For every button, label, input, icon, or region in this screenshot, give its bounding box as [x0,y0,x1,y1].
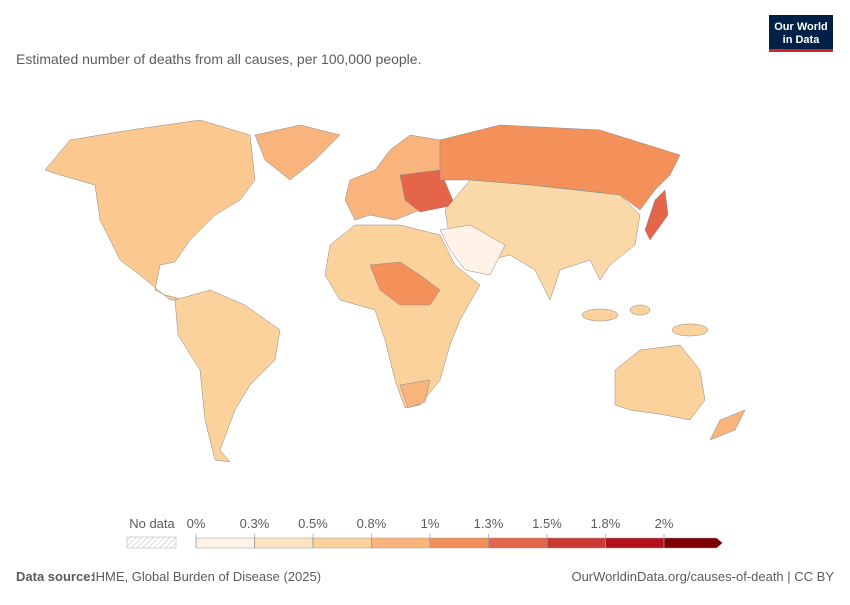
legend-label: 0.5% [298,516,328,531]
islands[interactable] [671,323,709,337]
north-america[interactable] [44,119,256,301]
central-africa[interactable] [369,261,441,306]
logo-box[interactable] [769,15,833,49]
legend-label: 0.8% [357,516,387,531]
legend-swatch[interactable] [429,537,489,549]
legend-label: 1% [421,516,440,531]
logo-line: in Data [783,34,821,46]
south-africa[interactable] [399,379,431,409]
subtitle: Estimated number of deaths from all caus… [16,51,421,67]
legend-label: 1.3% [474,516,504,531]
south-america[interactable] [174,289,281,463]
islands[interactable] [581,308,619,322]
no-data-swatch[interactable] [126,536,177,549]
eastern-europe[interactable] [399,169,456,213]
legend-swatch[interactable] [663,537,723,549]
islands[interactable] [629,304,651,316]
legend-swatch[interactable] [254,537,314,549]
new-zealand[interactable] [709,409,746,441]
source: IHME, Global Burden of Disease (2025) [92,569,321,584]
legend-swatch[interactable] [605,537,665,549]
legend-label: 0% [187,516,206,531]
legend-label: 1.8% [591,516,621,531]
legend-swatch[interactable] [312,537,372,549]
legend: 0% 0.3% 0.5% 0.8% 1% 1.3% 1.5% 1.8% 2% [187,516,723,549]
middle-east[interactable] [439,224,506,276]
legend-label: 0.3% [240,516,270,531]
legend-label: 2% [655,516,674,531]
no-data-label: No data [129,516,175,531]
japan[interactable] [644,189,669,241]
legend-swatch[interactable] [371,537,431,549]
legend-label: 1.5% [532,516,562,531]
world-map [44,119,746,463]
africa[interactable] [324,224,481,409]
source-label: Data source: [16,569,95,584]
logo-line: Our World [774,21,828,33]
logo-stripe [769,49,833,52]
australia[interactable] [614,344,706,421]
url[interactable]: OurWorldinData.org/causes-of-death | CC … [571,569,834,584]
legend-swatch[interactable] [488,537,548,549]
legend-swatch[interactable] [195,537,255,549]
legend-swatch[interactable] [546,537,606,549]
greenland[interactable] [254,124,341,181]
